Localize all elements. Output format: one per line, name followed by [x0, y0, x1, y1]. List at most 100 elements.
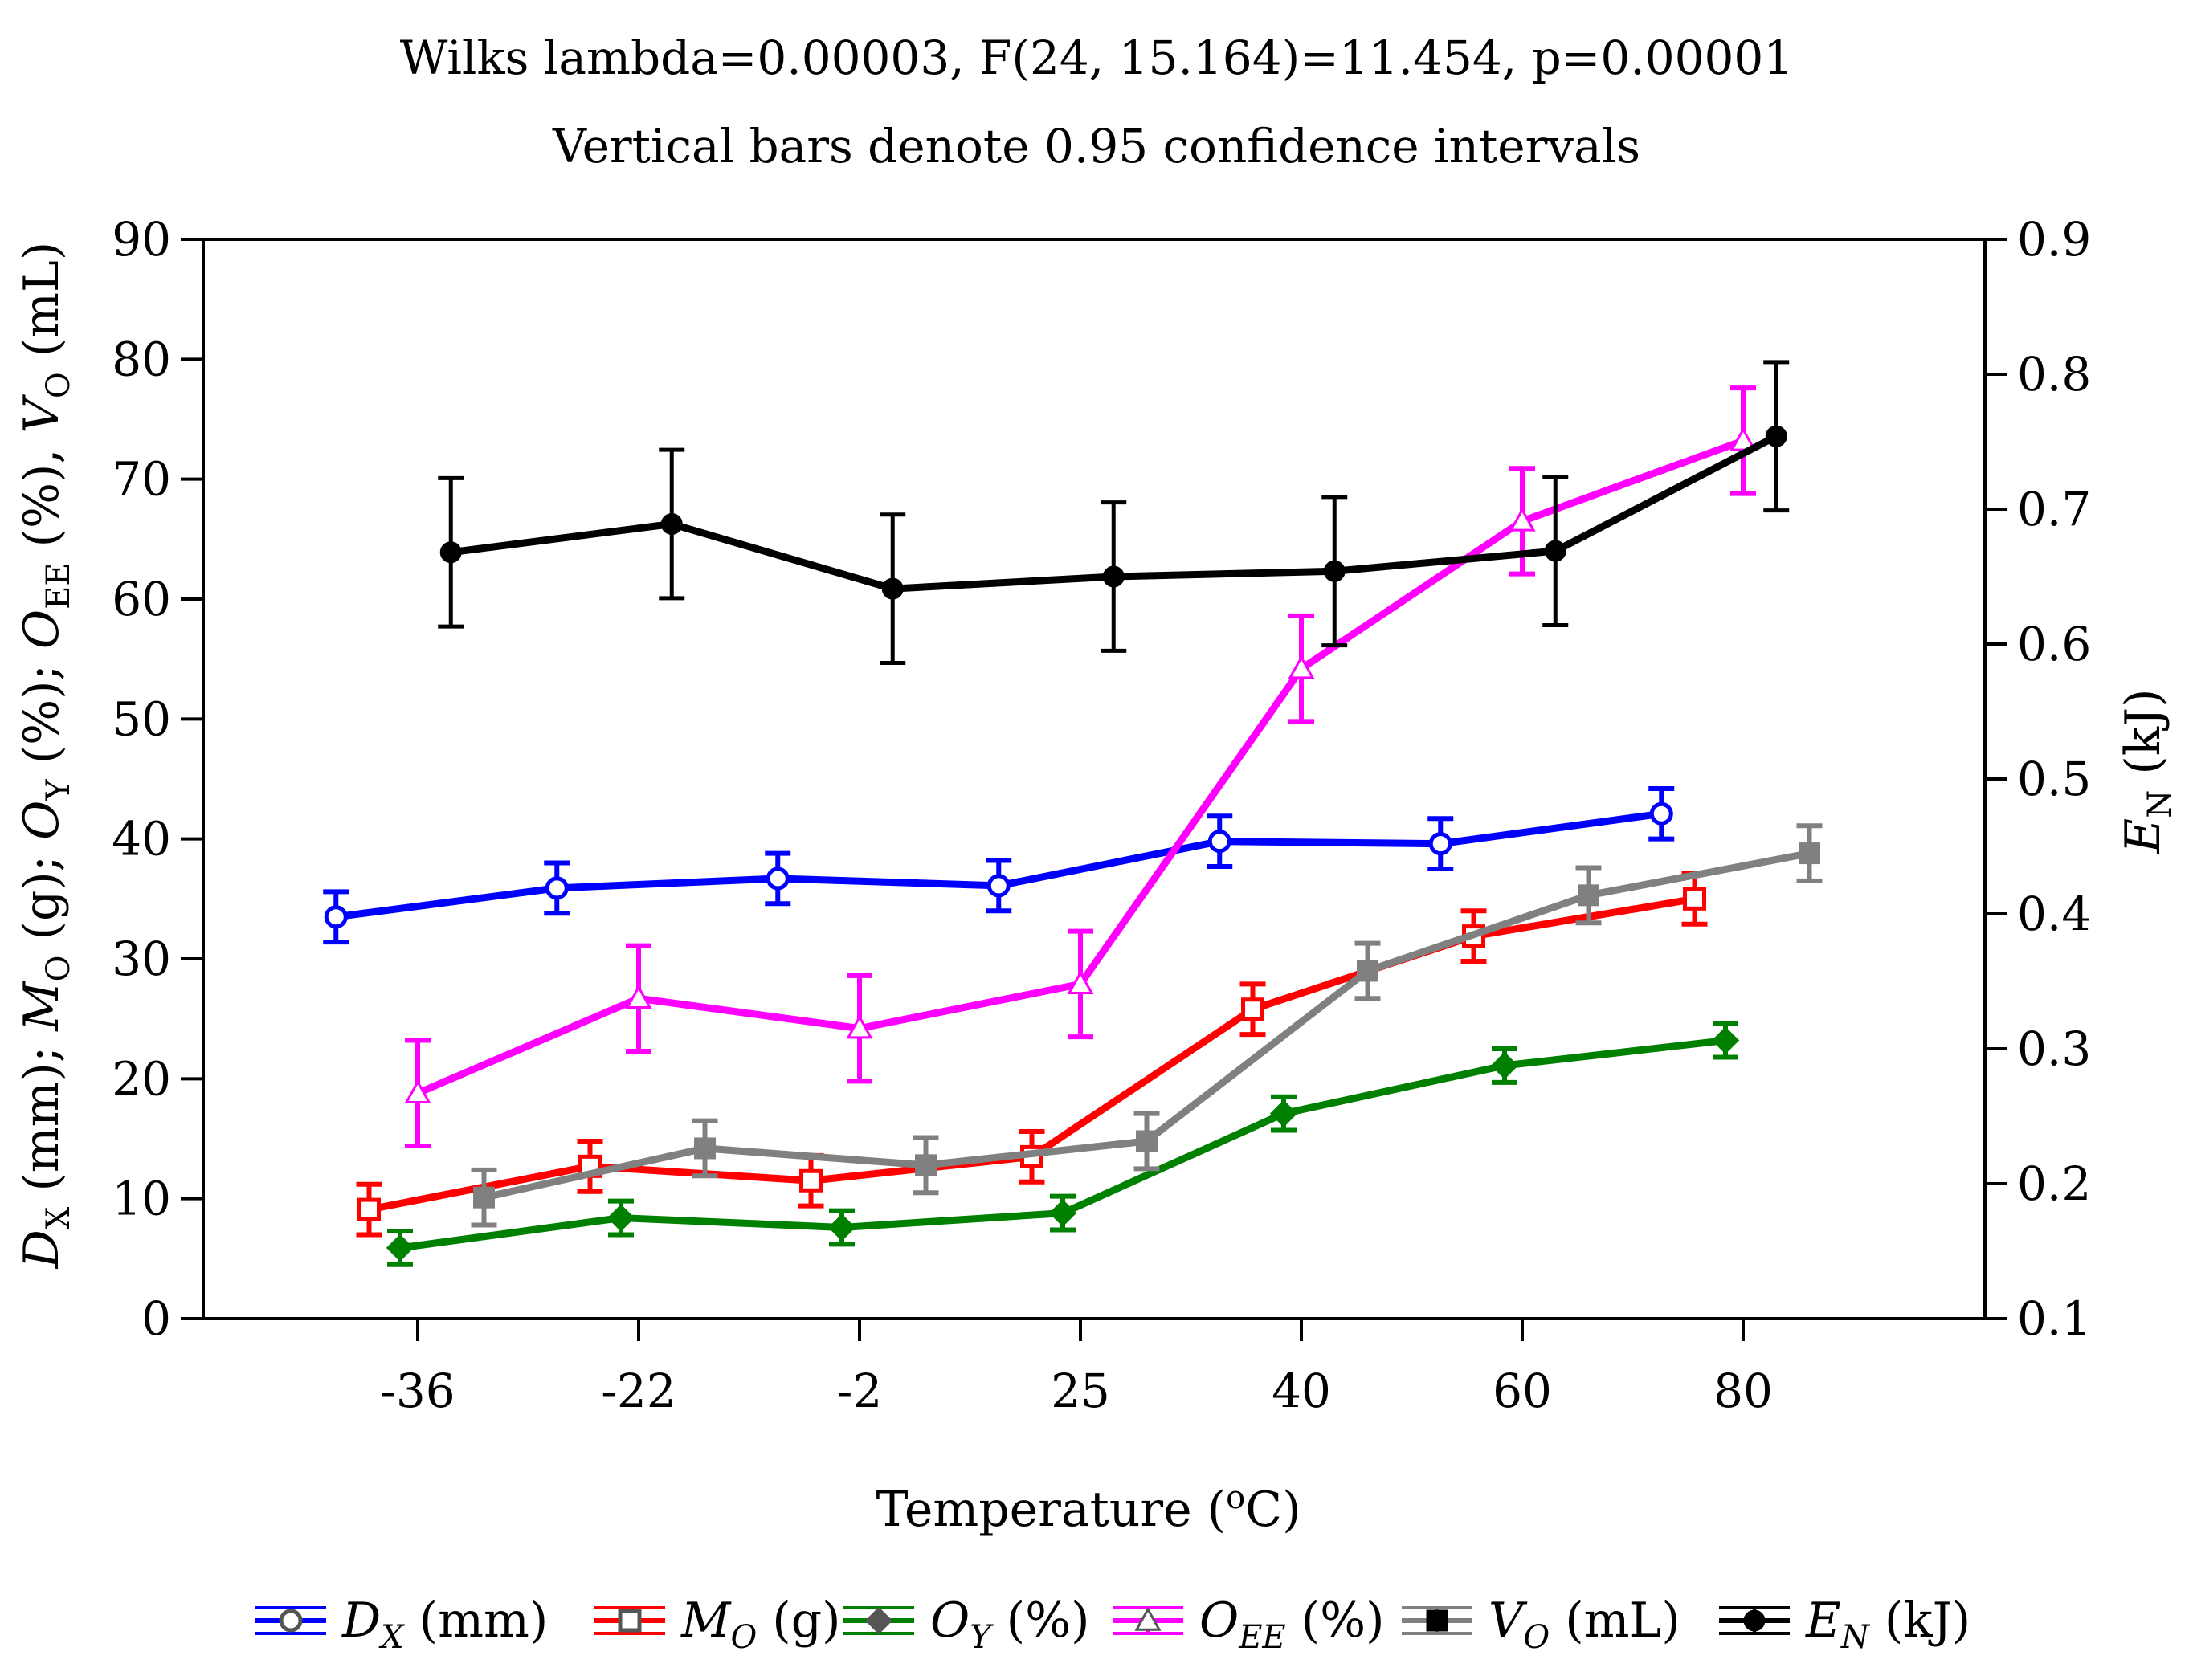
- y-left-tick-label: 40: [112, 812, 171, 867]
- data-point-oee: [1509, 507, 1536, 532]
- x-axis-label: Temperature (oC): [876, 1479, 1301, 1538]
- x-tick-label: 40: [1272, 1364, 1331, 1418]
- legend-label-unit: (mL): [1550, 1592, 1680, 1649]
- y-right-tick-label: 0.3: [2017, 1021, 2091, 1076]
- data-point-vo: [1357, 960, 1378, 982]
- legend-item-en: EN (kJ): [1719, 1592, 1970, 1656]
- data-point-mo: [357, 1197, 381, 1221]
- data-point-oy: [1048, 1199, 1077, 1227]
- y-left-tick-label: 0: [141, 1291, 171, 1346]
- data-point-oy: [606, 1204, 635, 1232]
- legend-label-unit: (g): [757, 1592, 840, 1649]
- legend-label-main: V: [1489, 1592, 1528, 1649]
- y-right-tick-label: 0.7: [2017, 482, 2091, 536]
- data-point-oy: [386, 1233, 415, 1262]
- legend-label: EN (kJ): [1805, 1592, 1970, 1656]
- legend-label-sub: O: [1523, 1619, 1550, 1656]
- legend-item-vo: VO (mL): [1402, 1592, 1680, 1656]
- legend-label-sub: N: [1840, 1619, 1871, 1656]
- y-right-tick-label: 0.1: [2017, 1291, 2091, 1346]
- data-point-en: [439, 541, 462, 564]
- x-tick-label: -36: [380, 1364, 455, 1418]
- legend-marker: [864, 1606, 893, 1635]
- data-point-vo: [915, 1154, 937, 1176]
- data-point-dx: [766, 867, 790, 891]
- legend-label-main: M: [680, 1592, 732, 1649]
- legend-label-sub: Y: [970, 1619, 994, 1656]
- data-point-en: [1102, 565, 1125, 588]
- x-axis-label-part-2: C): [1245, 1482, 1301, 1538]
- legend-marker: [618, 1609, 642, 1633]
- data-point-oy: [827, 1213, 856, 1242]
- legend-item-dx: DX (mm): [255, 1592, 548, 1656]
- y-right-tick-label: 0.8: [2017, 347, 2091, 402]
- data-point-oee: [625, 985, 652, 1009]
- chart-subtitle: Vertical bars denote 0.95 confidence int…: [552, 119, 1640, 173]
- x-tick-label: 80: [1713, 1364, 1773, 1418]
- series-oee: [404, 385, 1757, 1148]
- data-point-vo: [1578, 884, 1599, 907]
- axes: 0 10 20 30 40 50 60 70 80 90 0.1 0.2 0.3 0.4 0.5 0.6 0.7…: [112, 212, 2091, 1418]
- series-en: [438, 360, 1790, 666]
- data-point-oee: [1288, 654, 1315, 679]
- data-point-vo: [473, 1186, 495, 1209]
- data-point-en: [881, 577, 904, 600]
- chart-title: Wilks lambda=0.00003, F(24, 15.164)=11.4…: [400, 31, 1793, 85]
- series-layer: [323, 360, 1823, 1267]
- x-tick-label: 60: [1493, 1364, 1552, 1418]
- data-point-dx: [1649, 801, 1673, 826]
- legend-marker: [1743, 1609, 1766, 1632]
- legend-label-main: E: [1805, 1592, 1841, 1649]
- y-left-tick-label: 50: [112, 691, 171, 746]
- legend-label-main: D: [341, 1592, 381, 1649]
- data-point-mo: [1683, 887, 1706, 911]
- x-tick-label: 25: [1051, 1364, 1110, 1418]
- y-right-tick-label: 0.2: [2017, 1156, 2091, 1211]
- data-point-vo: [694, 1137, 716, 1160]
- legend-label-sub: X: [378, 1619, 405, 1656]
- series-vo: [471, 823, 1823, 1228]
- data-point-mo: [799, 1168, 823, 1193]
- series-oy: [386, 1021, 1740, 1267]
- legend-label: VO (mL): [1489, 1592, 1680, 1656]
- legend-label-unit: (%): [991, 1592, 1090, 1649]
- data-point-dx: [545, 876, 569, 900]
- legend-item-oy: OY (%): [843, 1592, 1090, 1656]
- y-left-tick-label: 70: [112, 452, 171, 507]
- x-axis-label-superscript: o: [1226, 1479, 1245, 1516]
- y-left-tick-label: 10: [112, 1172, 171, 1226]
- y-left-tick-label: 30: [112, 932, 171, 986]
- data-point-vo: [1799, 842, 1820, 865]
- y-right-tick-label: 0.6: [2017, 617, 2091, 671]
- legend-label: DX (mm): [341, 1592, 548, 1656]
- data-point-dx: [324, 905, 348, 929]
- legend-label: OEE (%): [1199, 1592, 1385, 1656]
- data-point-oee: [846, 1014, 873, 1039]
- data-point-dx: [986, 874, 1011, 898]
- x-axis-label-part-1: Temperature (: [876, 1482, 1227, 1538]
- legend-marker: [279, 1609, 303, 1633]
- plot-frame: [202, 238, 1987, 1320]
- x-tick-label: -22: [601, 1364, 676, 1418]
- y-axis-left-label: DX (mm); MO (g); OY (%); OEE (%), VO (mL…: [14, 242, 77, 1270]
- y-left-tick-label: 20: [112, 1051, 171, 1106]
- y-left-tick-label: 80: [112, 332, 171, 386]
- legend-item-mo: MO (g): [594, 1592, 841, 1656]
- data-point-en: [1544, 540, 1566, 562]
- legend-label-main: O: [930, 1592, 970, 1649]
- data-point-dx: [1428, 832, 1452, 856]
- legend-label: MO (g): [680, 1592, 841, 1656]
- legend-marker: [1134, 1606, 1162, 1631]
- data-point-en: [1765, 425, 1787, 447]
- x-tick-label: -2: [837, 1364, 883, 1418]
- data-point-oee: [404, 1079, 431, 1103]
- legend: DX (mm) MO (g) OY (%) OEE (%) VO (mL) EN (kJ): [255, 1592, 1970, 1656]
- y-left-tick-label: 90: [112, 212, 171, 267]
- legend-label-sub: O: [730, 1619, 757, 1656]
- data-point-oy: [1269, 1099, 1298, 1127]
- legend-label-sub: EE: [1238, 1619, 1285, 1656]
- legend-label-main: O: [1199, 1592, 1239, 1649]
- data-point-en: [660, 512, 683, 535]
- y-right-tick-label: 0.9: [2017, 212, 2091, 267]
